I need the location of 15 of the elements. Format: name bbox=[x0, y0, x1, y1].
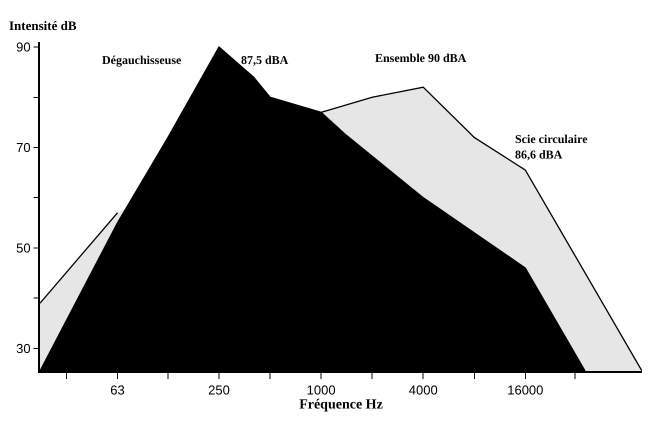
x-tick-label: 250 bbox=[208, 382, 230, 398]
x-tick-label: 1000 bbox=[306, 382, 336, 398]
x-tick-label: 63 bbox=[110, 382, 125, 398]
annotation: Ensemble 90 dBA bbox=[375, 51, 467, 65]
y-tick-label: 90 bbox=[16, 40, 31, 55]
x-tick-label: 16000 bbox=[507, 382, 544, 398]
x-tick-label: 4000 bbox=[408, 382, 438, 398]
x-axis-title: Fréquence Hz bbox=[299, 397, 383, 412]
y-axis-title: Intensité dB bbox=[9, 18, 77, 33]
y-tick-label: 30 bbox=[16, 340, 31, 356]
y-tick-label: 50 bbox=[16, 240, 31, 256]
y-tick-label: 70 bbox=[16, 140, 31, 156]
annotation: 87,5 dBA bbox=[241, 53, 289, 67]
annotation: Dégauchisseuse bbox=[102, 53, 182, 67]
annotation: Scie circulaire 86,6 dBA bbox=[515, 132, 588, 162]
